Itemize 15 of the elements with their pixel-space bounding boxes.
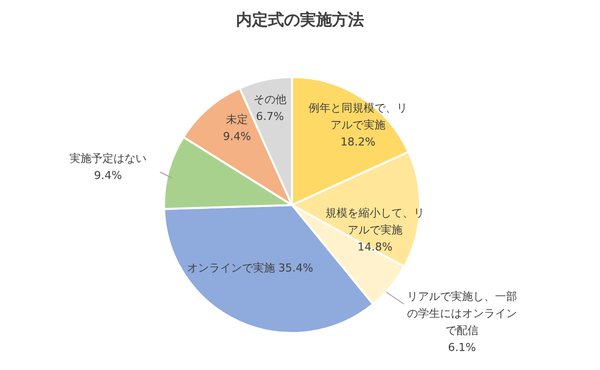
slice-label: 実施予定はない bbox=[70, 152, 146, 165]
slice-label: その他 bbox=[254, 93, 286, 106]
slice-label: オンラインで実施 bbox=[186, 262, 275, 274]
data-label: 9.4% bbox=[223, 130, 251, 143]
slice-label: 例年と同規模で、リアルで実施 bbox=[308, 102, 408, 132]
data-label: 18.2% bbox=[340, 136, 376, 148]
slice-label: 規模を縮小して、リアルで実施 bbox=[326, 206, 424, 236]
chart-title: 内定式の実施方法 bbox=[235, 10, 365, 31]
data-label: 6.7% bbox=[256, 110, 284, 123]
data-label: 6.1% bbox=[448, 341, 476, 354]
slice-label: リアルで実施し、一部の学生にはオンラインで配信 bbox=[407, 290, 517, 337]
slice-label: 未定 bbox=[226, 113, 248, 126]
data-label: 9.4% bbox=[94, 169, 122, 182]
data-label: 14.8% bbox=[358, 240, 392, 254]
data-label: 35.4% bbox=[278, 262, 314, 274]
